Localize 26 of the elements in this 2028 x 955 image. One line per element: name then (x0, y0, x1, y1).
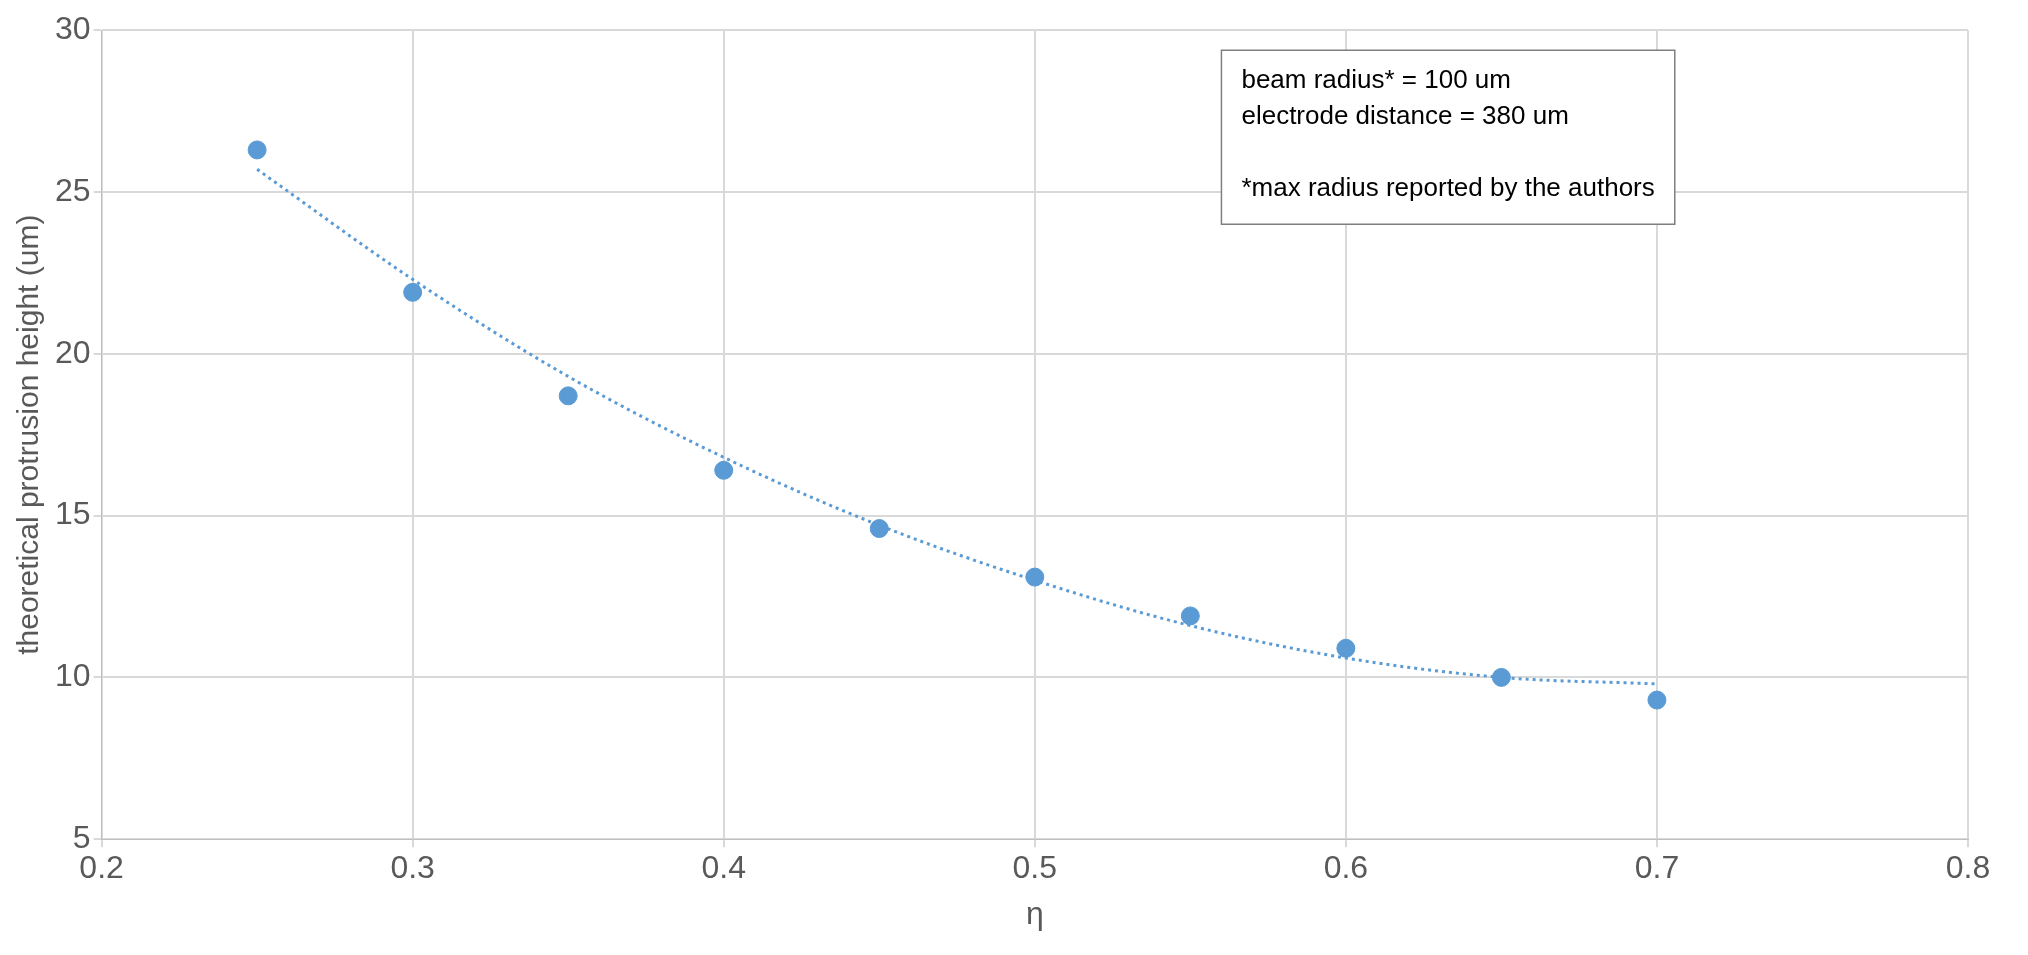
x-axis-title: η (1025, 894, 1044, 931)
point (869, 519, 889, 539)
point (1647, 690, 1667, 710)
y-tick-label: 15 (55, 495, 91, 532)
y-tick-label: 10 (55, 657, 91, 694)
point (1336, 638, 1356, 658)
x-tick-label: 0.5 (1012, 849, 1058, 886)
point (714, 460, 734, 480)
point (247, 140, 267, 160)
x-tick-label: 0.8 (1945, 849, 1991, 886)
annotation: beam radius* = 100 um (1241, 64, 1511, 95)
x-tick-label: 0.6 (1323, 849, 1369, 886)
x-tick-label: 0.3 (390, 849, 435, 886)
point (558, 386, 578, 406)
x-tick-label: 0.4 (701, 849, 746, 886)
annotation: *max radius reported by the authors (1241, 172, 1655, 203)
y-axis-title: theoretical protrusion height (um) (11, 214, 45, 655)
point (1025, 567, 1045, 587)
point (1491, 667, 1511, 687)
point (403, 282, 423, 302)
y-tick-label: 20 (55, 333, 91, 370)
y-tick-label: 30 (55, 10, 91, 47)
x-tick-label: 0.7 (1634, 849, 1680, 886)
point (1180, 606, 1200, 626)
y-tick-label: 25 (55, 171, 91, 208)
annotation: electrode distance = 380 um (1241, 100, 1569, 131)
